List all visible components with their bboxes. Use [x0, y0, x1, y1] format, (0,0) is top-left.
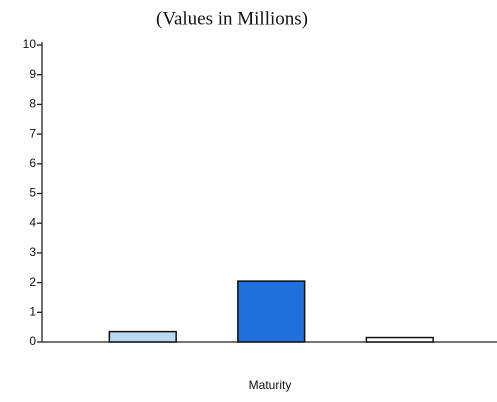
y-tick-label: 1 [29, 304, 36, 318]
y-tick-label: 9 [29, 67, 36, 81]
y-tick-label: 5 [29, 186, 36, 200]
y-tick-label: 6 [29, 156, 36, 170]
bar [365, 336, 434, 343]
chart-title: (Values in Millions) [156, 8, 308, 29]
bar [237, 280, 306, 343]
y-tick-label: 0 [29, 334, 36, 348]
x-axis-label: Maturity [249, 378, 292, 392]
y-tick-label: 3 [29, 245, 36, 259]
y-tick-label: 7 [29, 126, 36, 140]
bar [108, 330, 177, 343]
y-tick-label: 4 [29, 215, 36, 229]
y-tick-label: 10 [23, 37, 37, 51]
y-tick-label: 2 [29, 275, 36, 289]
y-tick-label: 8 [29, 97, 36, 111]
